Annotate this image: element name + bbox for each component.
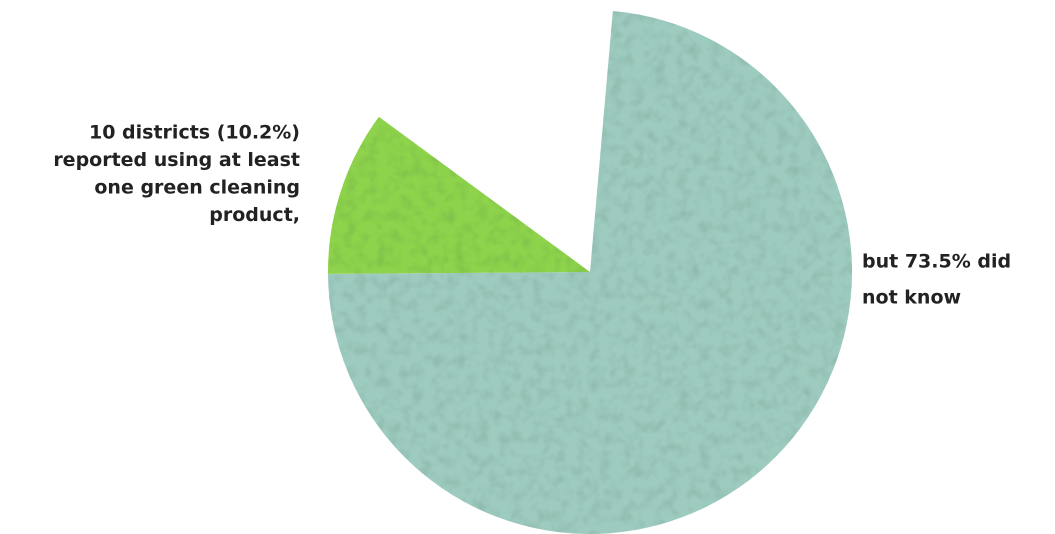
pie-slice	[328, 116, 590, 274]
annotation: product,	[209, 204, 300, 226]
annotation: not know	[862, 287, 961, 309]
annotation: reported using at least	[53, 149, 300, 171]
annotation: 10 districts (10.2%)	[89, 122, 300, 144]
annotation: but 73.5% did	[862, 251, 1011, 273]
pie	[328, 10, 852, 534]
annotation: one green cleaning	[94, 177, 300, 199]
pie-slice	[328, 10, 852, 534]
annotations: 10 districts (10.2%) reported using at le…	[53, 122, 1011, 309]
